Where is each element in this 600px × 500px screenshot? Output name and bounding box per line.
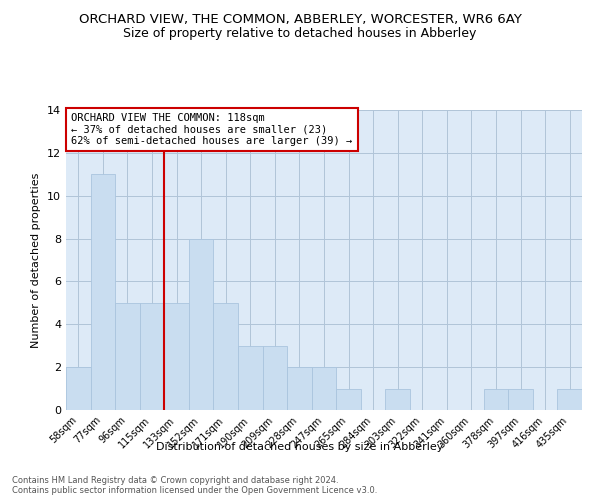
Bar [164,303,189,410]
Bar [91,174,115,410]
Bar [508,388,533,410]
Bar [557,388,582,410]
Bar [287,367,312,410]
Text: ORCHARD VIEW THE COMMON: 118sqm
← 37% of detached houses are smaller (23)
62% of: ORCHARD VIEW THE COMMON: 118sqm ← 37% of… [71,113,352,146]
Bar [189,238,214,410]
Text: ORCHARD VIEW, THE COMMON, ABBERLEY, WORCESTER, WR6 6AY: ORCHARD VIEW, THE COMMON, ABBERLEY, WORC… [79,12,521,26]
Bar [263,346,287,410]
Bar [238,346,263,410]
Bar [115,303,140,410]
Bar [484,388,508,410]
Bar [336,388,361,410]
Bar [214,303,238,410]
Bar [140,303,164,410]
Bar [66,367,91,410]
Bar [385,388,410,410]
Y-axis label: Number of detached properties: Number of detached properties [31,172,41,348]
Text: Size of property relative to detached houses in Abberley: Size of property relative to detached ho… [124,28,476,40]
Text: Distribution of detached houses by size in Abberley: Distribution of detached houses by size … [157,442,443,452]
Bar [312,367,336,410]
Text: Contains HM Land Registry data © Crown copyright and database right 2024.
Contai: Contains HM Land Registry data © Crown c… [12,476,377,495]
